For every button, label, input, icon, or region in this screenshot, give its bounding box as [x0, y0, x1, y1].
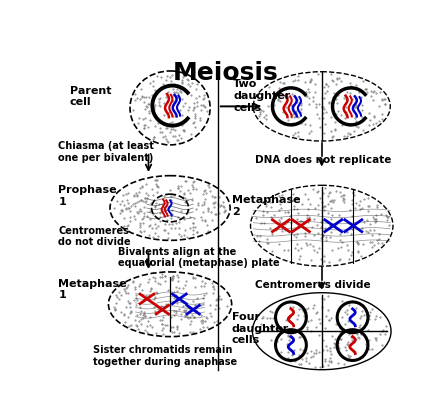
Text: DNA does not replicate: DNA does not replicate	[255, 155, 391, 165]
Text: Meiosis: Meiosis	[172, 61, 279, 85]
Text: Chiasma (at least
one per bivalent): Chiasma (at least one per bivalent)	[59, 141, 154, 163]
Text: Metaphase
2: Metaphase 2	[232, 195, 300, 217]
Text: Centromeres
do not divide: Centromeres do not divide	[59, 226, 131, 247]
Text: Two
daughter
cells: Two daughter cells	[233, 79, 290, 112]
Text: Bivalents align at the
equatorial (metaphase) plate: Bivalents align at the equatorial (metap…	[118, 247, 279, 268]
Text: Metaphase
1: Metaphase 1	[59, 279, 127, 301]
Text: Sister chromatids remain
together during anaphase: Sister chromatids remain together during…	[93, 345, 237, 367]
Text: Centromeres divide: Centromeres divide	[255, 280, 370, 290]
Text: Parent
cell: Parent cell	[70, 86, 111, 107]
Text: Four
daughter
cells: Four daughter cells	[232, 312, 289, 345]
Text: Prophase
1: Prophase 1	[59, 185, 117, 206]
